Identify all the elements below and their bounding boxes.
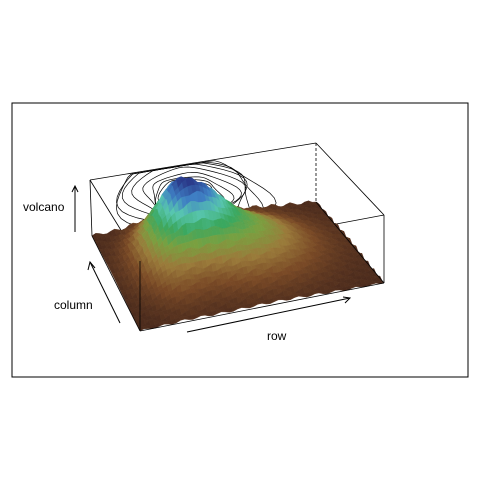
plot-region-border — [11, 102, 469, 378]
column-axis-arrow — [89, 261, 121, 324]
row-axis-arrow — [186, 297, 351, 333]
volcano-surface — [91, 176, 385, 332]
row-axis-arrowhead — [342, 296, 352, 304]
x-axis-title: row — [267, 329, 287, 343]
box-edge-top-back — [89, 142, 317, 181]
box-edge-bottom-right — [315, 201, 385, 284]
box-front-edges — [91, 201, 385, 332]
box-edge-back-left-vertical — [89, 179, 93, 237]
box-edge-bottom-front — [139, 282, 385, 332]
box-edge-top-right — [315, 142, 385, 216]
z-axis-title: volcano — [23, 200, 65, 214]
box-edge-bottom-left — [91, 235, 141, 332]
y-axis-title: column — [54, 298, 93, 312]
axis-arrows — [71, 184, 352, 333]
volcano-axis-arrowhead — [71, 184, 79, 193]
column-axis-arrowhead — [87, 260, 96, 271]
